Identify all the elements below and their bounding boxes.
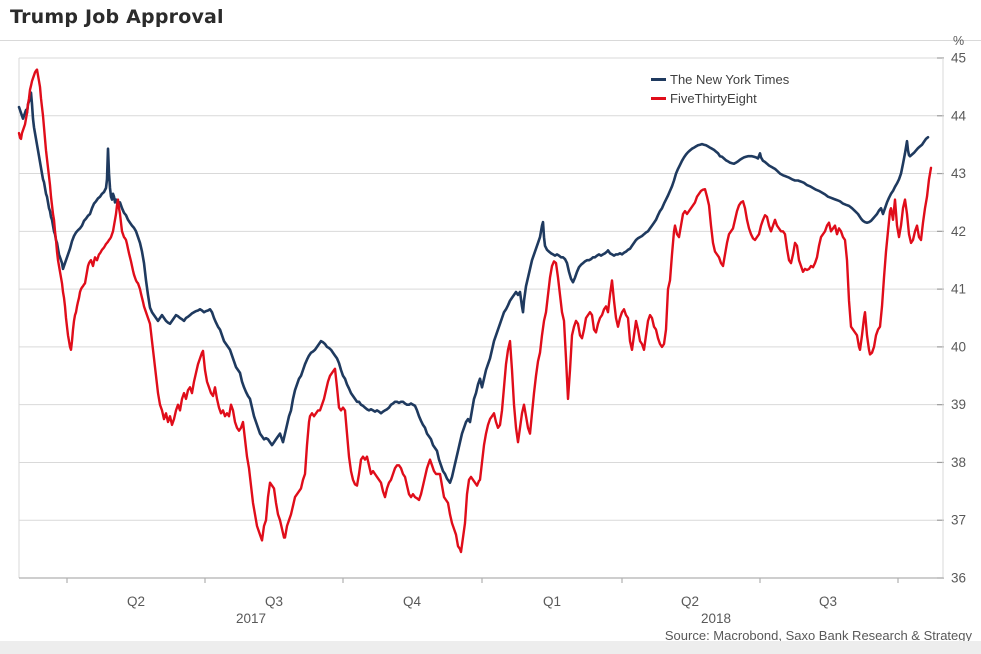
y-tick-label: 43: [951, 166, 966, 181]
x-year-label: 2018: [701, 611, 731, 626]
y-tick-label: 42: [951, 224, 966, 239]
y-tick-label: 37: [951, 513, 966, 528]
x-tick-label: Q1: [543, 594, 561, 609]
title-separator: [0, 40, 981, 41]
series-line-fivethirtyeight: [17, 68, 933, 554]
y-tick-label: 41: [951, 282, 966, 297]
legend-label-fivethirtyeight: FiveThirtyEight: [670, 91, 757, 106]
x-tick-label: Q2: [681, 594, 699, 609]
source-credit: Source: Macrobond, Saxo Bank Research & …: [664, 628, 972, 643]
y-tick-label: 44: [951, 108, 967, 123]
footer-bar: [0, 641, 981, 654]
data-series: [17, 68, 933, 554]
legend-item-fivethirtyeight[interactable]: FiveThirtyEight: [651, 89, 789, 108]
y-axis-tick-labels: 36 37 38 39 40 41 42 43 44 45: [951, 51, 967, 586]
y-tick-label: 45: [951, 51, 966, 66]
x-axis-tick-labels: Q2 Q3 Q4 Q1 Q2 Q3 2017 2018: [127, 594, 837, 626]
x-tick-label: Q2: [127, 594, 145, 609]
legend-item-nyt[interactable]: The New York Times: [651, 70, 789, 89]
legend-swatch-nyt-icon: [651, 78, 666, 81]
x-tick-label: Q3: [265, 594, 283, 609]
y-tick-label: 36: [951, 571, 966, 586]
axis-lines: [18, 57, 944, 583]
y-tick-label: 38: [951, 455, 966, 470]
legend: The New York Times FiveThirtyEight: [651, 70, 789, 108]
y-axis-unit-label: %: [953, 34, 965, 48]
y-tick-label: 39: [951, 397, 966, 412]
y-tick-label: 40: [951, 339, 966, 354]
x-tick-label: Q4: [403, 594, 422, 609]
gridlines: [19, 57, 943, 579]
page-title: Trump Job Approval: [10, 6, 224, 28]
series-line-nyt: [17, 91, 930, 485]
legend-label-nyt: The New York Times: [670, 72, 790, 87]
x-tick-label: Q3: [819, 594, 837, 609]
legend-swatch-fivethirtyeight-icon: [651, 97, 666, 100]
x-year-label: 2017: [236, 611, 266, 626]
